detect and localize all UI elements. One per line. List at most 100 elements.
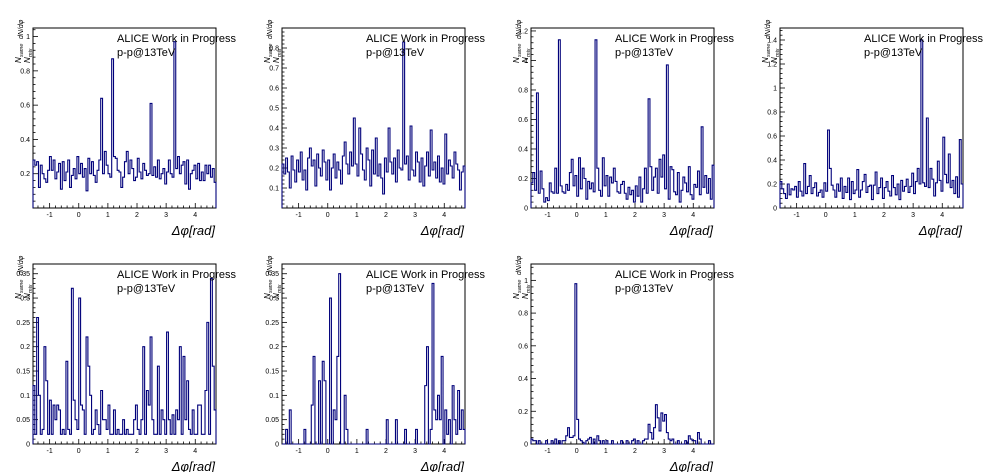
x-tick-label: 2 xyxy=(633,448,637,455)
y-tick-label: 0.25 xyxy=(265,320,279,327)
y-axis-numerator-sub: same xyxy=(19,44,25,57)
y-axis-derivative: dN/dφ xyxy=(267,19,274,39)
y-tick-label: 0.1 xyxy=(20,393,30,400)
y-axis-numerator-sub: same xyxy=(517,44,523,57)
y-tick-label: 0.2 xyxy=(518,176,528,183)
panel-5: -1 0 1 2 3 4 0 0.05 0.1 0.15 0.2 0.25 0.3 0.35 ALICE W… xyxy=(14,255,237,472)
y-axis-numerator: N xyxy=(263,57,272,63)
y-axis-numerator: N xyxy=(512,293,521,299)
x-tick-label: 2 xyxy=(384,212,388,219)
y-axis-denominator-sub: mix xyxy=(277,48,283,57)
y-axis-denominator-sub: mix xyxy=(526,284,532,293)
y-tick-label: 0.4 xyxy=(518,146,528,153)
panel-7: -1 0 1 2 3 4 0 0.2 0.4 0.6 0.8 1 ALICE Work in Progr… xyxy=(512,255,735,472)
y-axis-denominator-sub: mix xyxy=(775,48,781,57)
y-axis-denominator: N xyxy=(770,57,779,63)
y-tick-label: 0 xyxy=(524,442,528,449)
plot-frame xyxy=(281,27,466,209)
x-tick-label: 3 xyxy=(164,448,168,455)
x-axis-title: Δφ[rad] xyxy=(669,459,714,472)
x-tick-label: 3 xyxy=(662,448,666,455)
x-tick-label: 1 xyxy=(355,448,359,455)
y-axis-numerator-sub: same xyxy=(268,44,274,57)
y-tick-label: 0.2 xyxy=(518,409,528,416)
y-tick-label: 0.3 xyxy=(269,146,279,153)
x-tick-label: 4 xyxy=(442,212,446,219)
x-tick-label: 4 xyxy=(940,212,944,219)
annotation-alice: ALICE Work in Progress xyxy=(615,269,735,281)
y-axis-denominator: N xyxy=(23,57,32,63)
x-tick-label: 3 xyxy=(413,212,417,219)
panel-1: -1 0 1 2 3 4 0.2 0.4 0.6 0.8 1 ALICE Work in Progre… xyxy=(14,19,237,238)
x-tick-label: 0 xyxy=(575,448,579,455)
y-tick-label: 0 xyxy=(524,206,528,213)
annotation-system: p-p@13TeV xyxy=(366,283,425,295)
x-tick-label: 1 xyxy=(853,212,857,219)
annotation-alice: ALICE Work in Progress xyxy=(117,33,237,45)
y-axis-numerator: N xyxy=(263,293,272,299)
histogram-series xyxy=(282,273,466,445)
annotation-system: p-p@13TeV xyxy=(615,47,674,59)
y-tick-label: 0.2 xyxy=(20,344,30,351)
x-tick-label: 0 xyxy=(326,448,330,455)
y-tick-label: 0.1 xyxy=(269,393,279,400)
x-tick-label: 0 xyxy=(77,212,81,219)
panel-6: -1 0 1 2 3 4 0 0.05 0.1 0.15 0.2 0.25 0.3 0.35 ALICE W… xyxy=(263,255,486,472)
x-axis-title: Δφ[rad] xyxy=(171,459,216,472)
x-tick-label: -1 xyxy=(545,212,551,219)
histogram-series xyxy=(530,39,715,208)
x-tick-label: -1 xyxy=(296,448,302,455)
y-tick-label: 1.2 xyxy=(767,62,777,69)
y-tick-label: 0.3 xyxy=(269,296,279,303)
histogram-series xyxy=(32,278,217,444)
x-tick-label: -1 xyxy=(794,212,800,219)
y-tick-label: 1.4 xyxy=(767,38,777,45)
y-tick-label: 0.6 xyxy=(518,343,528,350)
histogram-series xyxy=(281,41,466,208)
y-axis-numerator: N xyxy=(512,57,521,63)
plot-frame xyxy=(32,263,217,445)
x-tick-label: 0 xyxy=(326,212,330,219)
y-axis-derivative: dN/dφ xyxy=(267,255,274,275)
y-axis-denominator-sub: mix xyxy=(28,48,34,57)
y-tick-label: 0.1 xyxy=(269,186,279,193)
x-tick-label: 0 xyxy=(575,212,579,219)
y-axis-numerator: N xyxy=(14,293,23,299)
x-tick-label: 4 xyxy=(691,212,695,219)
histogram-series xyxy=(32,41,217,208)
panel-2: -1 0 1 2 3 4 0.1 0.2 0.3 0.4 0.5 0.6 0.7 0.8 ALICE Wor… xyxy=(263,19,486,238)
y-tick-label: 0.4 xyxy=(269,126,279,133)
y-tick-label: 0.15 xyxy=(16,369,30,376)
annotation-alice: ALICE Work in Progress xyxy=(366,269,486,281)
x-tick-label: 4 xyxy=(691,448,695,455)
y-axis-derivative: dN/dφ xyxy=(516,255,523,275)
y-axis-denominator: N xyxy=(521,293,530,299)
x-tick-label: -1 xyxy=(545,448,551,455)
y-tick-label: 0 xyxy=(773,206,777,213)
x-tick-label: 1 xyxy=(604,212,608,219)
annotation-alice: ALICE Work in Progress xyxy=(117,269,237,281)
y-axis-derivative: dN/dφ xyxy=(516,19,523,39)
y-axis-denominator: N xyxy=(272,293,281,299)
x-tick-label: -1 xyxy=(47,448,53,455)
x-tick-label: 0 xyxy=(824,212,828,219)
x-axis-title: Δφ[rad] xyxy=(918,223,963,238)
y-axis-numerator-sub: same xyxy=(766,44,772,57)
x-tick-label: 2 xyxy=(384,448,388,455)
x-tick-label: 4 xyxy=(193,212,197,219)
annotation-alice: ALICE Work in Progress xyxy=(864,33,984,45)
x-axis-title: Δφ[rad] xyxy=(669,223,714,238)
x-tick-label: 2 xyxy=(135,212,139,219)
y-tick-label: 0.7 xyxy=(269,66,279,73)
y-tick-label: 0.6 xyxy=(767,134,777,141)
annotation-alice: ALICE Work in Progress xyxy=(366,33,486,45)
y-axis-denominator-sub: mix xyxy=(277,284,283,293)
plot-frame xyxy=(32,27,217,209)
y-tick-label: 0.25 xyxy=(16,320,30,327)
histogram-series xyxy=(779,39,964,208)
